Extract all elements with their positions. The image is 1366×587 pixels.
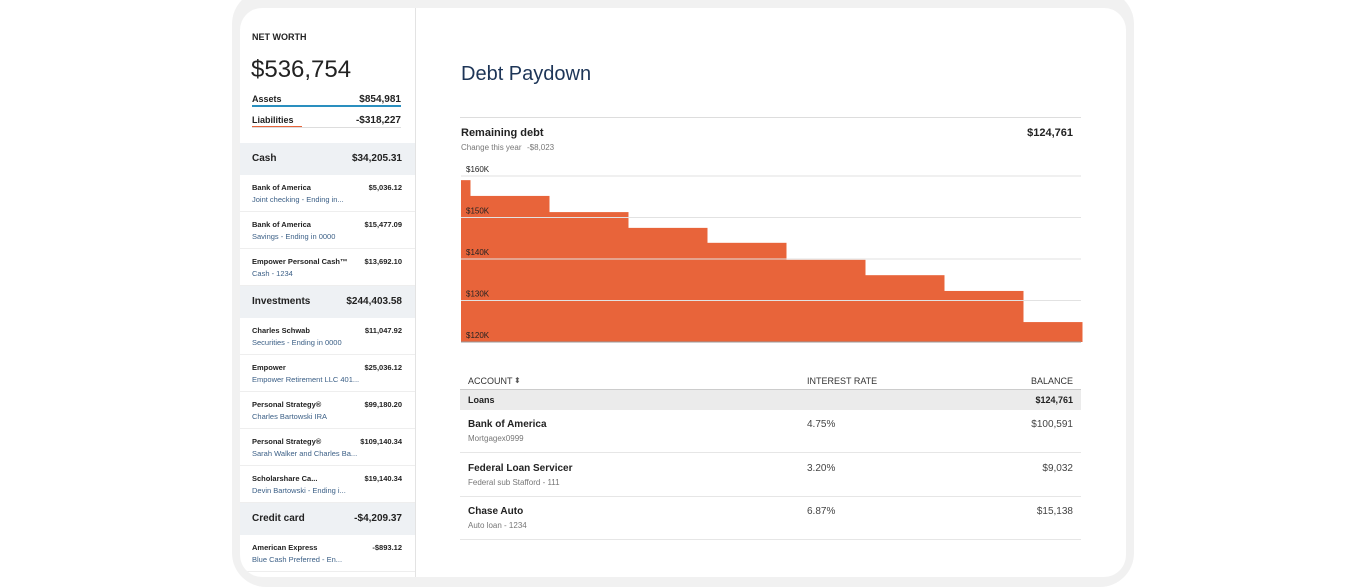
group-total: $34,205.31 bbox=[351, 153, 402, 164]
group-total: $244,403.58 bbox=[346, 296, 402, 307]
loan-row: Chase Auto Auto loan - 1234 6.87% $15,138 bbox=[460, 496, 1081, 540]
account-amount: $109,140.34 bbox=[360, 437, 402, 446]
account-groups: Cash $34,205.31 Bank of America $5,036.12 Jo… bbox=[240, 143, 415, 577]
account-amount: $25,036.12 bbox=[364, 363, 402, 372]
assets-bar bbox=[252, 105, 401, 107]
account-row: Bank of America $15,477.09 Savings - Endin… bbox=[240, 212, 415, 249]
loan-name: Chase Auto bbox=[468, 506, 524, 517]
y-tick-label: $150K bbox=[466, 207, 490, 216]
account-amount: $19,140.34 bbox=[364, 474, 402, 483]
group-name: Credit card bbox=[252, 513, 305, 524]
y-tick-label: $160K bbox=[466, 165, 490, 174]
y-tick-label: $140K bbox=[466, 248, 490, 257]
account-row: Charles Schwab $11,047.92 Securities - End… bbox=[240, 318, 415, 355]
group-total: -$4,209.37 bbox=[354, 513, 402, 524]
loan-rate: 4.75% bbox=[807, 419, 836, 430]
group-row: Loans $124,761 bbox=[460, 389, 1081, 410]
net-worth: $536,754 bbox=[251, 56, 352, 83]
chart: $120K $130K $140K $150K $160K bbox=[461, 165, 1083, 343]
account-row: Scholarshare Ca... $19,140.34 Devin Bartow… bbox=[240, 466, 415, 503]
liabilities-value: -$318,227 bbox=[355, 115, 401, 126]
remaining-label: Remaining debt bbox=[461, 127, 544, 139]
account-sub: Securities - Ending in 0000 bbox=[252, 338, 342, 347]
loan-name: Bank of America bbox=[468, 419, 547, 430]
assets-value: $854,981 bbox=[359, 94, 401, 105]
account-sub: Joint checking - Ending in... bbox=[252, 195, 344, 204]
account-amount: $99,180.20 bbox=[364, 400, 402, 409]
sidebar-title: NET WORTH bbox=[252, 32, 307, 42]
account-sub: Cash - 1234 bbox=[252, 269, 293, 278]
loan-rate: 3.20% bbox=[807, 462, 836, 474]
debt-step bbox=[628, 227, 708, 342]
account-amount: $13,692.10 bbox=[364, 257, 402, 266]
debt-step bbox=[549, 212, 629, 342]
panel: NET WORTH $536,754 Assets $854,981 Liabi… bbox=[240, 8, 1126, 577]
account-sub: Charles Bartowski IRA bbox=[252, 412, 328, 421]
account-amount: -$893.12 bbox=[372, 543, 402, 552]
loan-row: Federal Loan Servicer Federal sub Staffor… bbox=[460, 453, 1081, 497]
group-header: Investments $244,403.58 bbox=[240, 286, 415, 318]
account-name: Scholarshare Ca... bbox=[252, 474, 318, 483]
account-sub: Blue Cash Preferred - En... bbox=[252, 555, 343, 564]
account-sub: Sarah Walker and Charles Ba... bbox=[252, 449, 358, 458]
debt-step bbox=[707, 242, 787, 342]
account-sub: Devin Bartowski - Ending i... bbox=[252, 486, 346, 495]
divider bbox=[252, 127, 401, 128]
group-name: Loans bbox=[468, 395, 495, 405]
change-value: -$8,023 bbox=[527, 143, 555, 152]
loan-rate: 6.87% bbox=[807, 506, 836, 517]
account-amount: $5,036.12 bbox=[368, 183, 402, 192]
account-sub: Savings - Ending in 0000 bbox=[252, 232, 336, 241]
account-name: Personal Strategy® bbox=[252, 400, 322, 409]
change-label: Change this year bbox=[461, 143, 522, 152]
loan-balance: $15,138 bbox=[1036, 506, 1073, 517]
debt-step bbox=[461, 180, 471, 342]
loan-sub: Auto loan - 1234 bbox=[468, 521, 527, 530]
account-row: Bank of America $5,036.12 Joint checking -… bbox=[240, 175, 415, 212]
assets-label: Assets bbox=[252, 94, 282, 104]
group-header: Cash $34,205.31 bbox=[240, 143, 415, 175]
account-row: Empower $25,036.12 Empower Retirement LLC … bbox=[240, 355, 415, 392]
loan-balance: $100,591 bbox=[1031, 419, 1073, 430]
divider bbox=[460, 117, 1081, 118]
account-name: Charles Schwab bbox=[252, 326, 310, 335]
loan-row: Bank of America Mortgagex0999 4.75% $100,59… bbox=[460, 409, 1081, 453]
account-row: Personal Strategy® $99,180.20 Charles Bart… bbox=[240, 392, 415, 429]
debt-step bbox=[1023, 322, 1083, 342]
account-sub: Empower Retirement LLC 401... bbox=[252, 375, 360, 384]
y-tick-label: $120K bbox=[466, 331, 490, 340]
loan-sub: Federal sub Stafford - 111 bbox=[468, 477, 560, 487]
group-total: $124,761 bbox=[1035, 395, 1073, 405]
account-amount: $11,047.92 bbox=[364, 326, 402, 335]
account-name: Empower bbox=[252, 363, 286, 372]
debt-step bbox=[865, 275, 945, 342]
group-name: Investments bbox=[252, 296, 311, 307]
account-name: Bank of America bbox=[252, 220, 311, 229]
debt-step bbox=[944, 290, 1024, 342]
account-row: Empower Personal Cash™ $13,692.10 Cash - 1… bbox=[240, 249, 415, 286]
account-name: American Express bbox=[252, 543, 318, 552]
loan-sub: Mortgagex0999 bbox=[468, 434, 524, 443]
loan-name: Federal Loan Servicer bbox=[468, 462, 573, 474]
debt-step bbox=[470, 195, 550, 342]
account-amount: $15,477.09 bbox=[364, 220, 402, 229]
group-header: Credit card -$4,209.37 bbox=[240, 503, 415, 535]
liabilities-label: Liabilities bbox=[252, 115, 294, 125]
sort-icon: ⬍ bbox=[514, 376, 521, 385]
account-name: Empower Personal Cash™ bbox=[252, 257, 348, 266]
account-row: American Express -$893.12 Blue Cash Prefer… bbox=[240, 535, 415, 572]
account-name: Bank of America bbox=[252, 183, 311, 192]
column-header: ACCOUNT bbox=[468, 376, 513, 386]
page-title: Debt Paydown bbox=[461, 63, 592, 85]
account-row: Personal Strategy® $109,140.34 Sarah Walke… bbox=[240, 429, 415, 466]
account-name: Personal Strategy® bbox=[252, 437, 322, 446]
column-header: BALANCE bbox=[1030, 376, 1073, 386]
loan-balance: $9,032 bbox=[1042, 462, 1073, 474]
group-name: Cash bbox=[252, 153, 277, 164]
y-tick-label: $130K bbox=[466, 290, 490, 299]
remaining-value: $124,761 bbox=[1027, 127, 1073, 139]
column-header: INTEREST RATE bbox=[807, 376, 878, 386]
sidebar: NET WORTH $536,754 Assets $854,981 Liabi… bbox=[240, 8, 416, 577]
